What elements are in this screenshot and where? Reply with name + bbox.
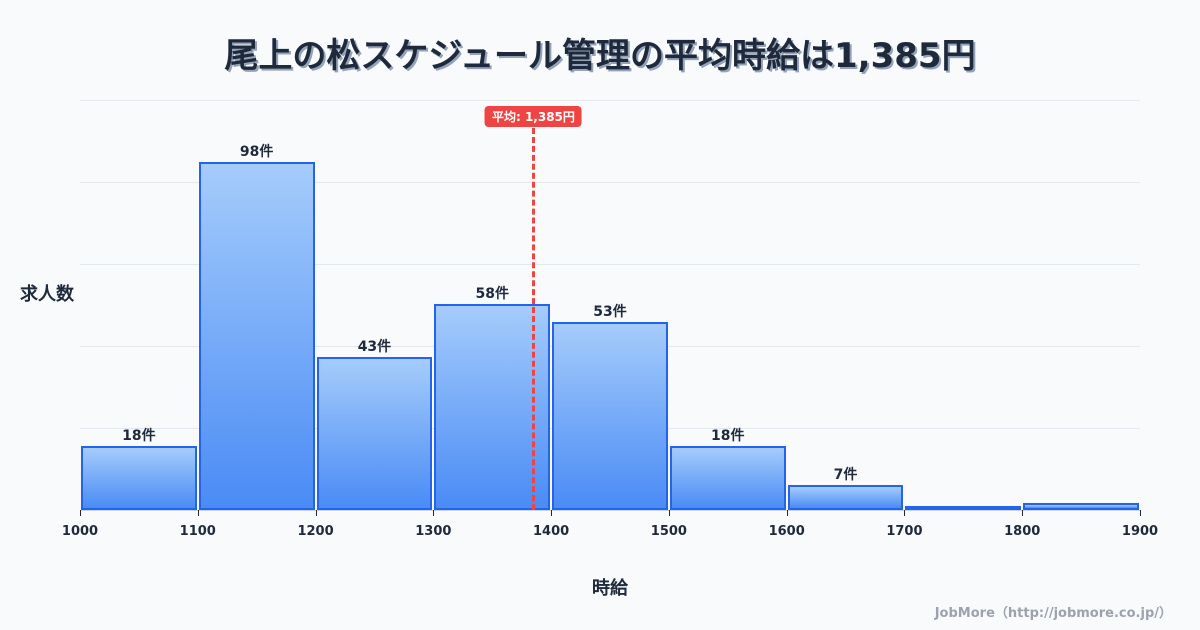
- x-tick-label: 1000: [61, 524, 99, 539]
- x-tick: [668, 510, 670, 516]
- x-tick: [904, 510, 906, 516]
- x-tick: [786, 510, 788, 516]
- bar-value-label: 53件: [593, 303, 627, 320]
- histogram-bar: [316, 357, 433, 510]
- x-tick-label: 1100: [179, 524, 216, 539]
- histogram-bar: [787, 485, 904, 510]
- x-tick: [315, 510, 317, 516]
- bar-value-label: 43件: [357, 339, 392, 356]
- bar-value-label: 18件: [122, 428, 156, 445]
- x-tick: [197, 510, 199, 516]
- gridline: [80, 264, 1140, 265]
- histogram-bar: [434, 304, 551, 510]
- x-tick: [1022, 510, 1024, 516]
- chart-title: 尾上の松スケジュール管理の平均時給は1,385円: [224, 36, 976, 76]
- mean-line: [532, 128, 536, 510]
- x-tick-label: 1200: [297, 524, 334, 539]
- x-tick-label: 1400: [533, 524, 570, 539]
- mean-badge: 平均: 1,385円: [484, 106, 582, 127]
- gridline: [80, 100, 1140, 101]
- x-tick-label: 1500: [650, 524, 687, 539]
- x-tick-label: 1600: [768, 524, 805, 539]
- x-tick: [1140, 510, 1141, 516]
- y-axis-label: 求人数: [20, 284, 74, 305]
- bar-value-label: 18件: [711, 428, 745, 445]
- bar-value-label: 98件: [239, 144, 274, 161]
- x-tick: [433, 510, 435, 516]
- x-tick-label: 1900: [1121, 524, 1159, 539]
- x-tick-label: 1700: [886, 524, 923, 539]
- histogram-bar: [669, 446, 786, 510]
- histogram-bar: [81, 446, 197, 510]
- bar-value-label: 7件: [833, 467, 858, 484]
- source-credit: JobMore（http://jobmore.co.jp/）: [934, 606, 1172, 621]
- x-tick-label: 1300: [415, 524, 452, 539]
- gridline: [80, 182, 1140, 183]
- histogram-bar: [905, 506, 1022, 510]
- x-axis-label: 時給: [592, 578, 628, 599]
- histogram-bar: [198, 162, 315, 510]
- histogram-bar: [1023, 502, 1139, 510]
- x-axis-line: [80, 510, 1140, 511]
- histogram-bar: [552, 321, 668, 510]
- x-tick-label: 1800: [1004, 524, 1041, 539]
- x-tick: [551, 510, 553, 516]
- bar-value-label: 58件: [475, 286, 509, 303]
- x-tick: [80, 510, 81, 516]
